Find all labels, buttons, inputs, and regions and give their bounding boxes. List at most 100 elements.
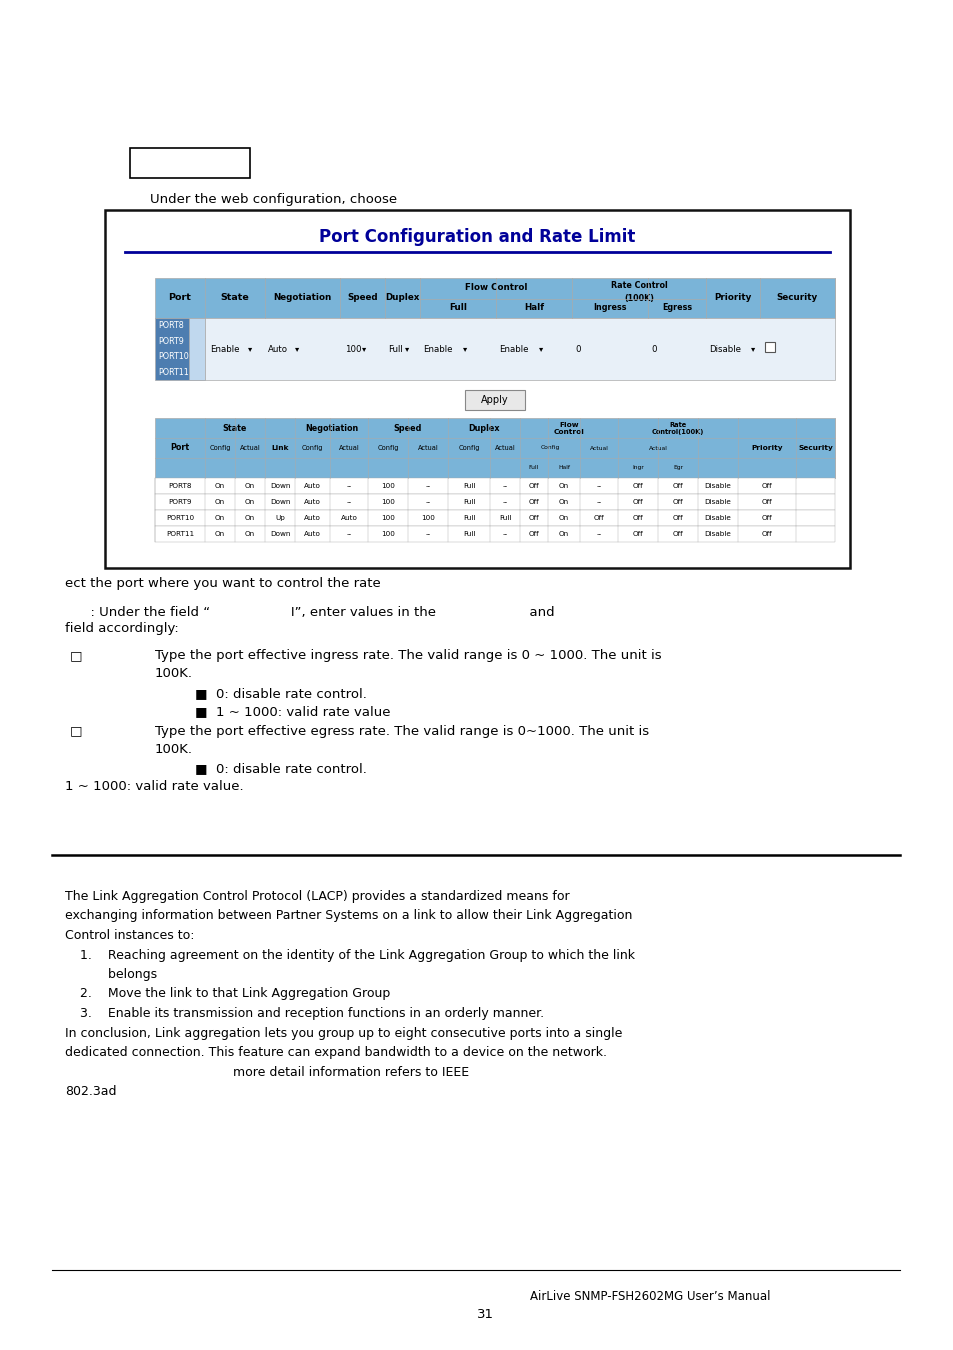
Text: Auto: Auto [340,514,357,521]
Text: Off: Off [528,500,538,505]
Text: Negotiation: Negotiation [274,293,332,302]
Text: PORT9: PORT9 [168,500,192,505]
Text: Config: Config [209,446,231,451]
Text: ■  0: disable rate control.: ■ 0: disable rate control. [194,763,367,775]
Text: Full: Full [462,500,475,505]
Text: 100: 100 [345,344,361,354]
Text: 1.    Reaching agreement on the identity of the Link Aggregation Group to which : 1. Reaching agreement on the identity of… [80,949,635,961]
Text: Full: Full [449,304,467,312]
Text: 802.3ad: 802.3ad [65,1085,116,1098]
Text: ▾: ▾ [462,344,467,354]
Text: 31: 31 [476,1308,494,1322]
Text: ▾: ▾ [750,344,755,354]
Text: Config: Config [539,446,559,451]
Text: Disable: Disable [708,344,740,354]
Text: --: -- [425,531,430,537]
Text: Off: Off [632,483,642,489]
Text: In conclusion, Link aggregation lets you group up to eight consecutive ports int: In conclusion, Link aggregation lets you… [65,1026,621,1040]
Text: 100: 100 [380,483,395,489]
Text: On: On [558,531,569,537]
FancyBboxPatch shape [154,278,834,319]
Text: 0: 0 [575,344,579,354]
Text: --: -- [596,483,601,489]
Text: belongs: belongs [80,968,157,981]
FancyBboxPatch shape [205,319,834,379]
FancyBboxPatch shape [154,526,834,541]
Text: PORT10: PORT10 [158,352,189,362]
Text: Control instances to:: Control instances to: [65,929,194,942]
Text: PORT11: PORT11 [166,531,193,537]
Text: Off: Off [528,483,538,489]
Text: ▾: ▾ [405,344,409,354]
Text: ■  0: disable rate control.: ■ 0: disable rate control. [194,687,367,699]
Text: On: On [214,514,225,521]
Text: 100: 100 [380,500,395,505]
Text: Off: Off [760,500,772,505]
Text: PORT8: PORT8 [168,483,192,489]
Text: On: On [214,483,225,489]
Text: Type the port effective egress rate. The valid range is 0~1000. The unit is: Type the port effective egress rate. The… [154,725,648,737]
Text: Off: Off [760,483,772,489]
Text: Auto: Auto [304,531,320,537]
Text: State: State [220,293,249,302]
Text: field accordingly:: field accordingly: [65,622,178,634]
Text: Speed: Speed [347,293,377,302]
Text: Port Configuration and Rate Limit: Port Configuration and Rate Limit [319,228,635,246]
Text: Rate
Control(100K): Rate Control(100K) [651,421,703,435]
Text: Actual: Actual [338,446,359,451]
Text: (100K): (100K) [623,293,654,302]
Text: ▾: ▾ [294,344,299,354]
Text: ▾: ▾ [248,344,252,354]
Text: Disable: Disable [704,500,731,505]
Text: Port: Port [171,444,190,452]
Text: Down: Down [270,500,290,505]
Text: PORT9: PORT9 [158,336,184,346]
Text: Up: Up [274,514,285,521]
Text: exchanging information between Partner Systems on a link to allow their Link Agg: exchanging information between Partner S… [65,910,632,922]
FancyBboxPatch shape [154,494,834,510]
Text: Egress: Egress [661,304,691,312]
Text: ■  1 ~ 1000: valid rate value: ■ 1 ~ 1000: valid rate value [194,705,390,718]
Text: Disable: Disable [704,483,731,489]
FancyBboxPatch shape [154,510,834,526]
Text: Disable: Disable [704,514,731,521]
Text: Down: Down [270,483,290,489]
Text: 100: 100 [420,514,435,521]
Text: Security: Security [776,293,818,302]
Text: Duplex: Duplex [468,424,499,433]
Text: Link: Link [271,446,289,451]
Text: --: -- [502,483,507,489]
Text: --: -- [425,483,430,489]
Text: □: □ [70,649,82,662]
Text: Under the web configuration, choose: Under the web configuration, choose [150,193,396,207]
FancyBboxPatch shape [154,418,834,478]
Text: Half: Half [523,304,543,312]
Text: --: -- [502,500,507,505]
Text: 100K.: 100K. [154,743,193,756]
Text: On: On [558,500,569,505]
Text: Off: Off [528,514,538,521]
Text: 3.    Enable its transmission and reception functions in an orderly manner.: 3. Enable its transmission and reception… [80,1007,543,1021]
Text: Off: Off [672,500,682,505]
FancyBboxPatch shape [764,342,774,352]
Text: ect the port where you want to control the rate: ect the port where you want to control t… [65,576,380,590]
Text: Type the port effective ingress rate. The valid range is 0 ~ 1000. The unit is: Type the port effective ingress rate. Th… [154,649,661,662]
Text: Port: Port [169,293,192,302]
Text: dedicated connection. This feature can expand bandwidth to a device on the netwo: dedicated connection. This feature can e… [65,1046,606,1058]
Text: Off: Off [593,514,603,521]
Text: Duplex: Duplex [385,293,419,302]
Text: 100: 100 [380,514,395,521]
Text: Half: Half [558,466,569,470]
Text: 100: 100 [380,531,395,537]
Text: Enable: Enable [210,344,239,354]
Text: --: -- [425,500,430,505]
Text: Full: Full [388,344,402,354]
Text: Auto: Auto [268,344,288,354]
Text: Flow Control: Flow Control [464,284,527,293]
Text: 100K.: 100K. [154,667,193,680]
Text: Down: Down [270,531,290,537]
Text: --: -- [502,531,507,537]
Text: Off: Off [632,514,642,521]
Text: Actual: Actual [239,446,260,451]
Text: On: On [558,514,569,521]
